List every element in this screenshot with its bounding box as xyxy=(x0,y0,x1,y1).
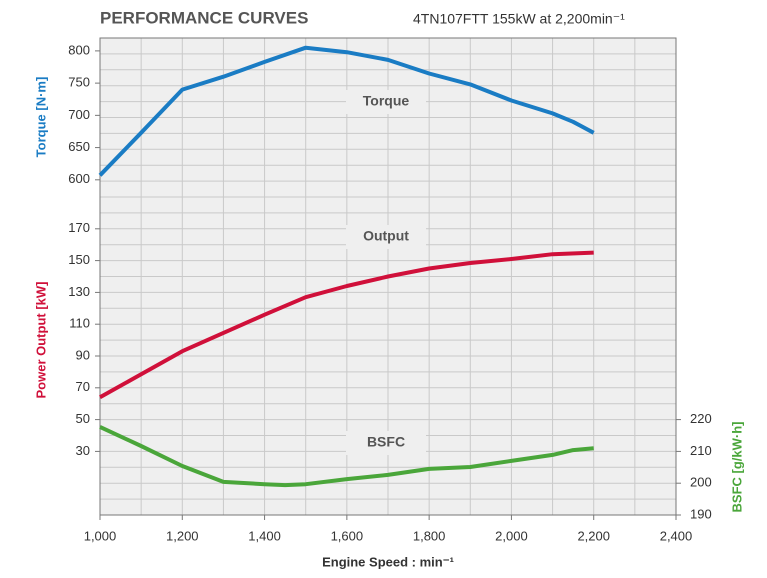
y-axis-label: Torque [N·m] xyxy=(33,77,48,158)
x-tick-label: 1,800 xyxy=(413,528,446,543)
y-tick-label: 170 xyxy=(68,220,90,235)
y-tick-label: 700 xyxy=(68,107,90,122)
y-tick-label: 650 xyxy=(68,139,90,154)
curve-annotation: BSFC xyxy=(346,431,426,455)
chart-subtitle: 4TN107FTT 155kW at 2,200min⁻¹ xyxy=(413,11,625,27)
curve-annotation: Output xyxy=(346,225,426,249)
x-tick-label: 2,000 xyxy=(495,528,528,543)
y-tick-label: 190 xyxy=(690,506,712,521)
y-tick-label: 200 xyxy=(690,475,712,490)
series-line xyxy=(99,425,594,488)
x-tick-label: 1,000 xyxy=(84,528,117,543)
y2-axis-label: Power Output [kW] xyxy=(33,282,48,399)
annotation-text: Output xyxy=(363,228,409,244)
y-tick-label: 600 xyxy=(68,171,90,186)
y-tick-label: 210 xyxy=(690,443,712,458)
series-line xyxy=(99,250,594,400)
y-tick-label: 800 xyxy=(68,42,90,57)
x-tick-label: 1,400 xyxy=(248,528,281,543)
y-tick-label: 150 xyxy=(68,252,90,267)
plot-border xyxy=(99,37,677,516)
x-axis-label: Engine Speed : min⁻¹ xyxy=(322,554,454,569)
y-tick-label: 220 xyxy=(690,411,712,426)
y-tick-label: 90 xyxy=(76,347,90,362)
annotation-text: BSFC xyxy=(367,434,405,450)
chart-title: PERFORMANCE CURVES xyxy=(100,8,308,27)
annotation-text: Torque xyxy=(363,93,410,109)
annotation-box xyxy=(346,225,426,249)
y3-axis-label: BSFC [g/kW·h] xyxy=(729,422,744,513)
y-tick-label: 110 xyxy=(69,316,90,331)
curve-annotation: Torque xyxy=(346,90,426,114)
x-tick-label: 2,400 xyxy=(660,528,693,543)
x-tick-label: 1,200 xyxy=(166,528,199,543)
annotation-box xyxy=(346,431,426,455)
y-tick-label: 130 xyxy=(68,284,90,299)
x-tick-label: 2,200 xyxy=(577,528,610,543)
series-line xyxy=(98,45,595,177)
y-tick-label: 70 xyxy=(76,379,90,394)
y-tick-label: 50 xyxy=(76,411,90,426)
y-tick-label: 750 xyxy=(68,75,90,90)
y-tick-label: 30 xyxy=(76,443,90,458)
annotation-box xyxy=(346,90,426,114)
x-tick-label: 1,600 xyxy=(331,528,364,543)
